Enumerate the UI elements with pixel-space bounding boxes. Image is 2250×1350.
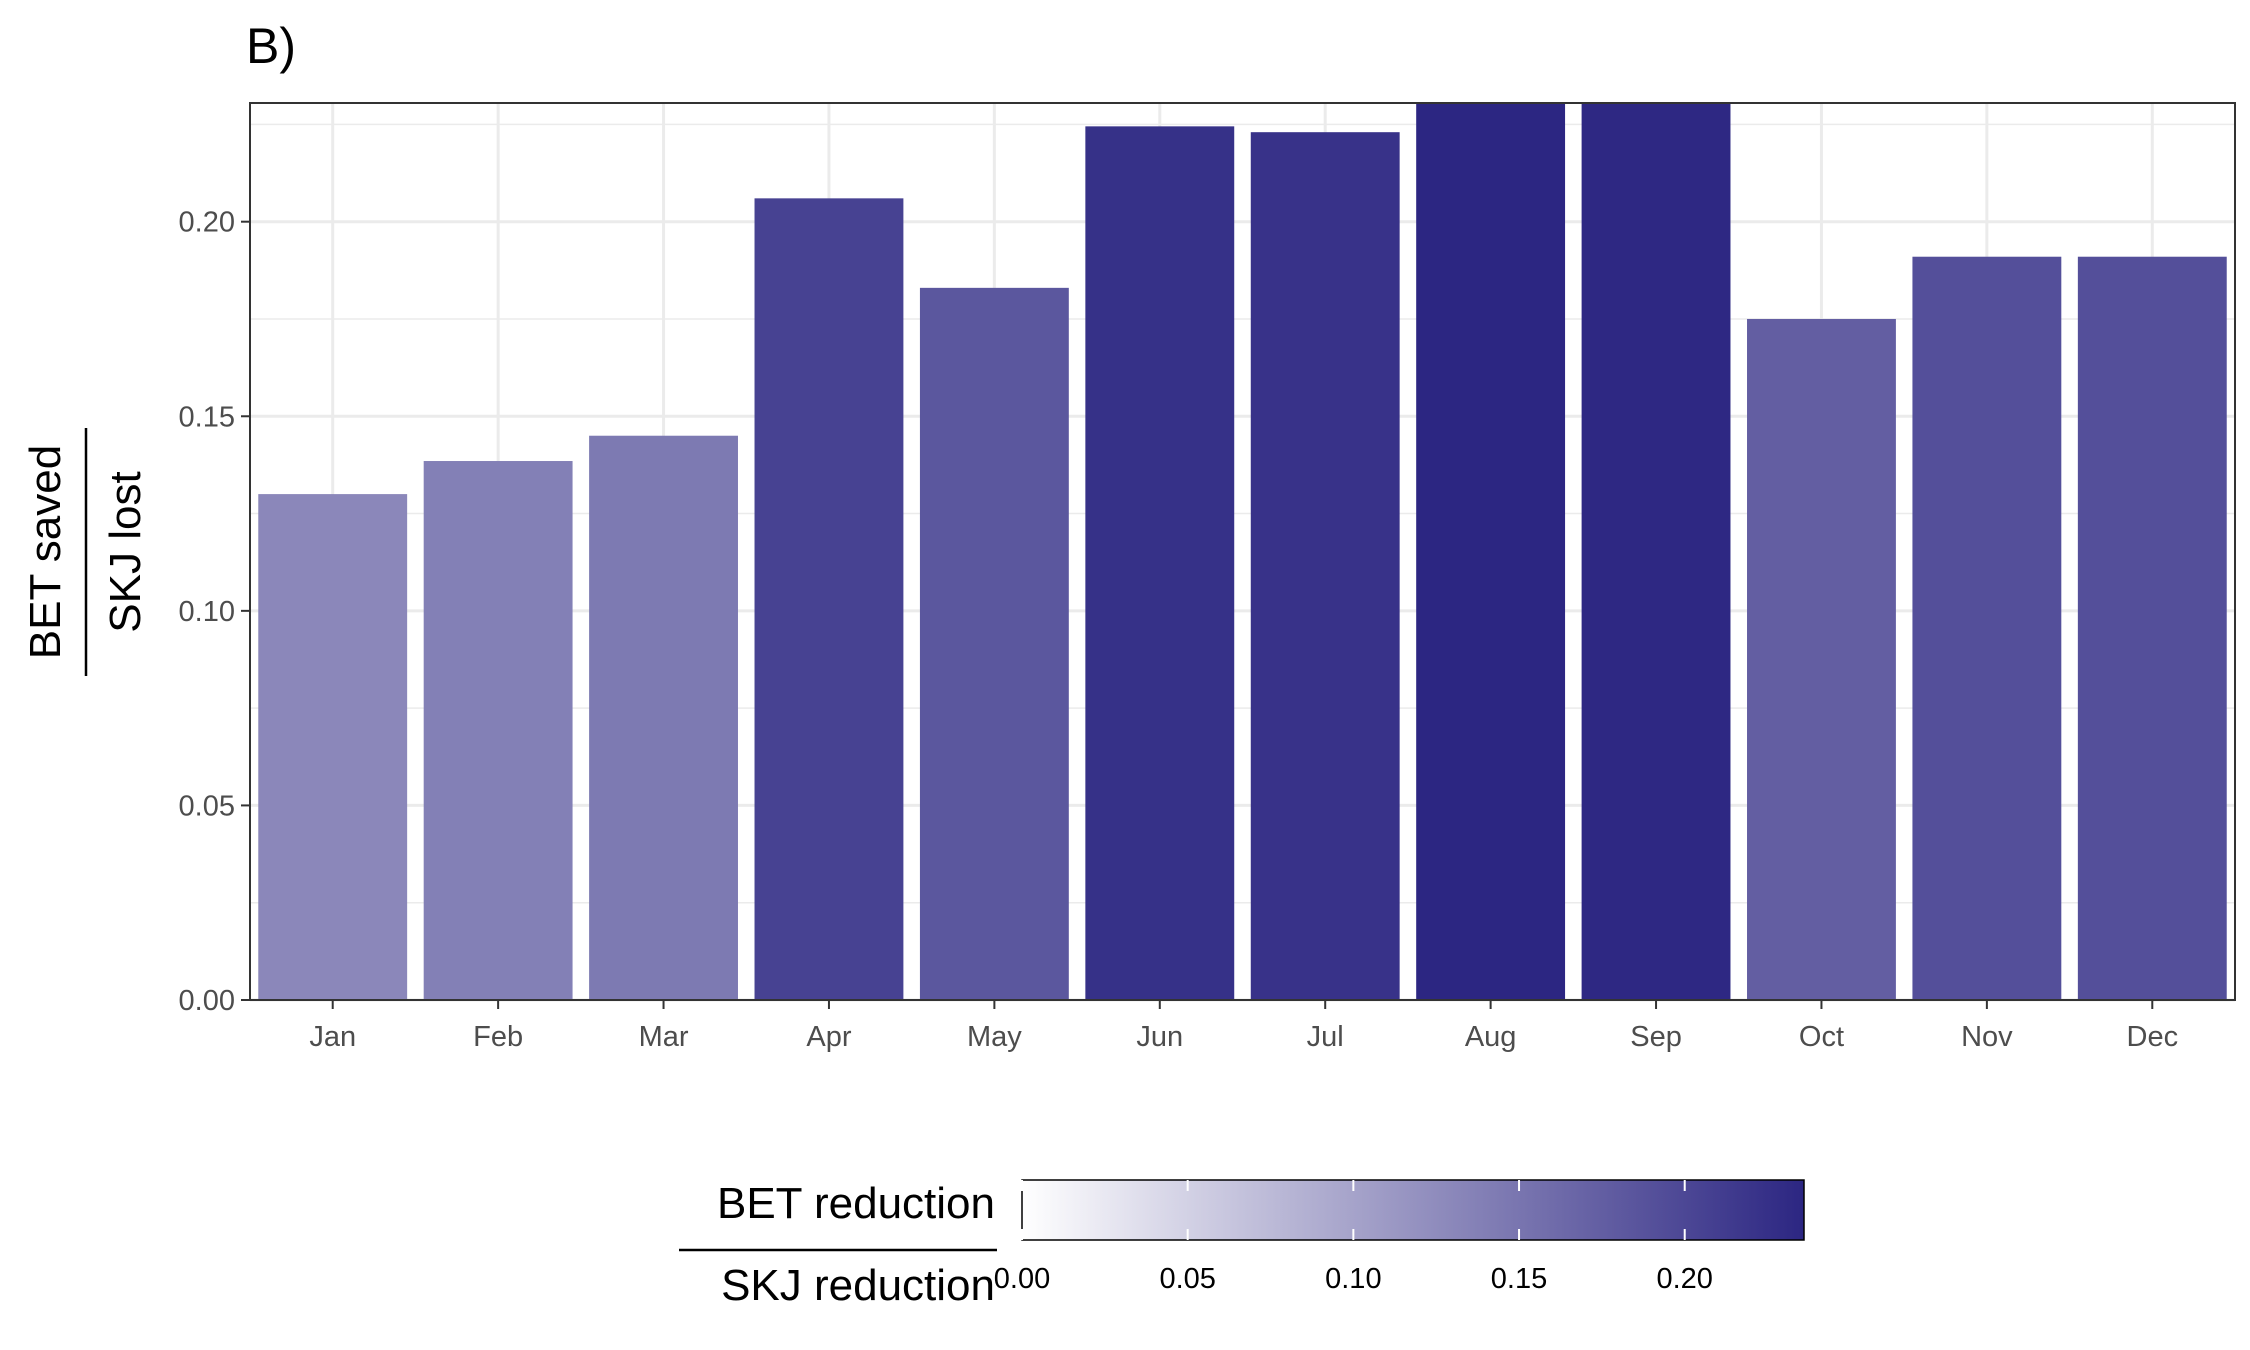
bar-feb	[423, 461, 573, 1000]
x-tick-label: Feb	[473, 1021, 523, 1053]
legend-tick-label: 0.10	[1325, 1263, 1381, 1295]
legend-ticks: 0.00 0.05 0.10 0.15 0.20	[994, 1180, 1713, 1295]
color-legend: BET reduction SKJ reduction 0.00 0.05 0.10…	[679, 1179, 1805, 1310]
bars	[258, 103, 2227, 1001]
y-tick-label: 0.00	[179, 985, 235, 1017]
panel-background	[250, 103, 2235, 1000]
x-tick-label: May	[967, 1021, 1022, 1053]
x-tick-label: Apr	[806, 1021, 851, 1053]
x-tick-label: Jun	[1136, 1021, 1183, 1053]
x-tick-label: Jan	[309, 1021, 356, 1053]
legend-title-numerator: BET reduction	[717, 1179, 995, 1228]
bar-may	[919, 287, 1069, 1000]
y-tick-label: 0.20	[179, 207, 235, 239]
bar-nov	[1912, 256, 2062, 1000]
bar-jul	[1250, 132, 1400, 1001]
bar-mar	[589, 435, 738, 1000]
x-tick-label: Oct	[1799, 1021, 1844, 1053]
y-tick-label: 0.05	[179, 790, 235, 822]
legend-tick-label: 0.05	[1159, 1263, 1215, 1295]
x-axis: Jan Feb Mar Apr May Jun Jul Aug Sep Oct Nov Dec	[309, 1000, 2178, 1053]
x-tick-label: Sep	[1630, 1021, 1682, 1053]
bar-jan	[258, 494, 408, 1000]
x-tick-label: Nov	[1961, 1021, 2013, 1053]
panel-label: B)	[246, 18, 296, 74]
y-tick-label: 0.10	[179, 596, 235, 628]
y-tick-label: 0.15	[179, 401, 235, 433]
x-tick-label: Mar	[639, 1021, 689, 1053]
y-axis: 0.00 0.05 0.10 0.15 0.20	[179, 207, 250, 1017]
y-axis-title-numerator: BET saved	[21, 445, 70, 659]
bar-jun	[1085, 126, 1235, 1000]
plot-panel	[249, 102, 2236, 1002]
panel-border	[249, 102, 2236, 1001]
bar-aug	[1416, 103, 1566, 1000]
legend-title-denominator: SKJ reduction	[721, 1261, 995, 1310]
bar-dec	[2077, 256, 2227, 1000]
x-tick-label: Aug	[1465, 1021, 1517, 1053]
legend-colorbar	[1021, 1179, 1805, 1241]
bar-apr	[754, 198, 904, 1001]
legend-tick-label: 0.20	[1656, 1263, 1712, 1295]
bar-sep	[1581, 103, 1731, 1000]
legend-tick-label: 0.00	[994, 1263, 1050, 1295]
x-tick-label: Dec	[2127, 1021, 2179, 1053]
bar-oct	[1747, 318, 1896, 1000]
y-axis-title: BET saved SKJ lost	[21, 428, 150, 676]
y-axis-title-denominator: SKJ lost	[101, 471, 150, 632]
x-tick-label: Jul	[1307, 1021, 1344, 1053]
legend-tick-label: 0.15	[1491, 1263, 1547, 1295]
